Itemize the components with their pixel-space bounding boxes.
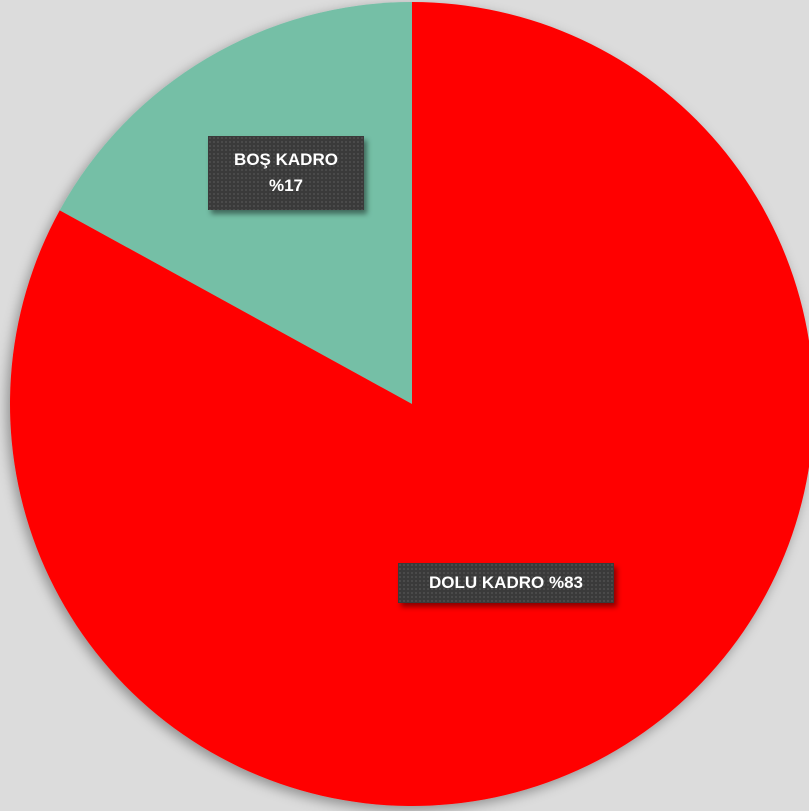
data-label-bos-kadro-percent: %17: [268, 176, 304, 195]
pie-slices: [10, 2, 809, 806]
data-label-dolu-kadro: DOLU KADRO %83: [398, 563, 614, 603]
data-label-dolu-kadro-text: DOLU KADRO %83: [429, 573, 583, 592]
pie-slice-dolu-kadro: [10, 2, 809, 806]
data-label-bos-kadro-name: BOŞ KADRO: [234, 150, 338, 169]
data-label-bos-kadro: BOŞ KADRO %17: [208, 136, 364, 210]
